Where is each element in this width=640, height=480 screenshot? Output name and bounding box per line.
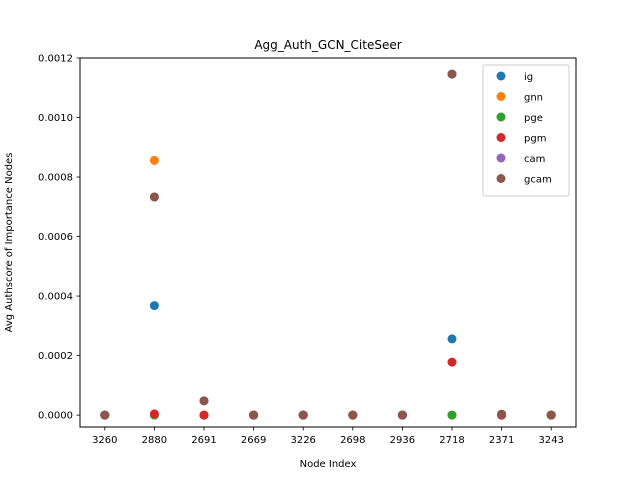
- y-tick-label: 0.0010: [38, 113, 73, 124]
- legend-label-gnn: gnn: [524, 93, 543, 104]
- y-tick-label: 0.0000: [38, 411, 73, 422]
- x-tick-label: 3243: [538, 435, 563, 446]
- y-tick-label: 0.0012: [38, 54, 73, 65]
- data-point-gcam: [348, 410, 358, 420]
- data-point-gcam: [149, 192, 159, 202]
- x-axis: 3260 2880 2691 2669 3226 2698 2936 2718 2371 3243: [92, 427, 564, 446]
- y-axis-label: Avg Authscore of Importance Nodes: [4, 153, 15, 333]
- data-point-gcam: [100, 410, 110, 420]
- series-gcam: [100, 69, 556, 420]
- x-tick-label: 3226: [290, 435, 315, 446]
- legend-marker-pge: [496, 112, 506, 122]
- data-point-gcam: [546, 410, 556, 420]
- x-tick-label: 2698: [340, 435, 365, 446]
- legend-marker-cam: [496, 153, 506, 163]
- x-tick-label: 2880: [142, 435, 167, 446]
- data-point-gcam: [497, 409, 507, 419]
- data-point-ig: [149, 301, 159, 311]
- plot-area: [100, 69, 556, 420]
- data-point-pgm: [199, 410, 209, 420]
- x-tick-label: 2669: [241, 435, 266, 446]
- legend-marker-pgm: [496, 133, 506, 142]
- legend-label-gcam: gcam: [524, 175, 552, 186]
- x-tick-label: 3260: [92, 435, 117, 446]
- legend-marker-ig: [496, 71, 506, 81]
- x-tick-label: 2936: [390, 435, 415, 446]
- data-point-pgm: [149, 409, 159, 419]
- data-point-gcam: [298, 410, 308, 420]
- y-axis: 0.0000 0.0002 0.0004 0.0006 0.0008 0.0010 0.00…: [38, 54, 80, 422]
- legend-label-pge: pge: [524, 113, 543, 124]
- y-tick-label: 0.0002: [38, 351, 73, 362]
- legend: ig gnn pge pgm cam gcam: [482, 64, 570, 197]
- legend-label-ig: ig: [524, 72, 533, 83]
- plot-frame: [79, 57, 577, 428]
- data-point-pge: [447, 410, 457, 420]
- x-axis-label: Node Index: [300, 459, 357, 470]
- y-tick-label: 0.0004: [38, 292, 73, 303]
- data-point-pgm: [447, 357, 457, 367]
- data-point-gcam: [249, 410, 259, 420]
- data-point-gnn: [149, 155, 159, 165]
- data-point-gcam: [199, 396, 209, 406]
- data-point-ig: [447, 334, 457, 344]
- data-point-gcam: [397, 410, 407, 420]
- x-tick-label: 2691: [191, 435, 216, 446]
- legend-marker-gcam: [496, 174, 506, 183]
- x-tick-label: 2371: [489, 435, 514, 446]
- y-tick-label: 0.0006: [38, 232, 73, 243]
- chart-title: Agg_Auth_GCN_CiteSeer: [254, 38, 401, 52]
- legend-label-cam: cam: [524, 154, 545, 165]
- legend-label-pgm: pgm: [524, 134, 546, 145]
- x-tick-label: 2718: [439, 435, 464, 446]
- data-point-gcam: [447, 69, 457, 79]
- y-tick-label: 0.0008: [38, 173, 73, 184]
- legend-marker-gnn: [496, 92, 506, 101]
